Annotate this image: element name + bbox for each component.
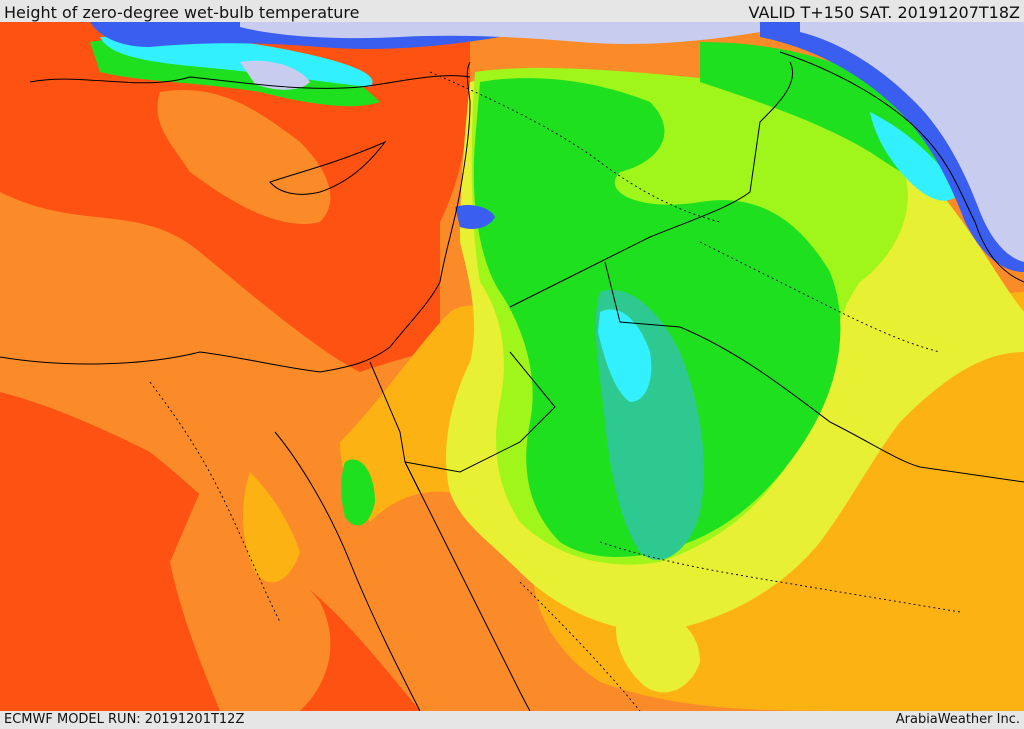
borders bbox=[0, 51, 1024, 711]
zone-cyan-north bbox=[100, 35, 373, 87]
zone-lavender-west bbox=[240, 60, 310, 90]
border-1 bbox=[509, 61, 794, 308]
zone-mid-high-2 bbox=[243, 472, 300, 583]
border-3 bbox=[404, 351, 556, 473]
zone-cyan-ne bbox=[870, 112, 960, 201]
footer-bar: ECMWF MODEL RUN: 20191201T12Z ArabiaWeat… bbox=[0, 711, 1024, 729]
zone-lavender-ne bbox=[800, 22, 1024, 262]
zone-mid-2 bbox=[616, 609, 700, 693]
provincial-borders bbox=[149, 71, 961, 711]
map-title: Height of zero-degree wet-bulb temperatu… bbox=[4, 3, 360, 22]
coastline-turkey bbox=[29, 75, 471, 89]
valid-time: VALID T+150 SAT. 20191207T18Z bbox=[748, 3, 1020, 22]
gulf-coast bbox=[779, 51, 1024, 283]
border-4 bbox=[369, 361, 421, 493]
coastline-north-africa bbox=[0, 281, 441, 373]
zone-blue-lebanon bbox=[455, 205, 495, 229]
zone-high-west bbox=[157, 90, 331, 224]
zone-high-south bbox=[170, 492, 331, 711]
coastline-levant bbox=[439, 61, 471, 283]
zone-low-sinai bbox=[341, 459, 375, 526]
model-run: ECMWF MODEL RUN: 20191201T12Z bbox=[4, 712, 245, 727]
map-canvas bbox=[0, 22, 1024, 711]
weather-map bbox=[0, 22, 1024, 711]
cyprus bbox=[269, 140, 387, 195]
red-sea-west bbox=[274, 431, 421, 711]
credit: ArabiaWeather Inc. bbox=[895, 712, 1020, 727]
header-bar: Height of zero-degree wet-bulb temperatu… bbox=[0, 0, 1024, 22]
border-2 bbox=[604, 261, 1024, 483]
red-sea-east bbox=[404, 461, 531, 711]
zone-cyan bbox=[598, 309, 652, 402]
zone-lavender bbox=[240, 22, 760, 44]
